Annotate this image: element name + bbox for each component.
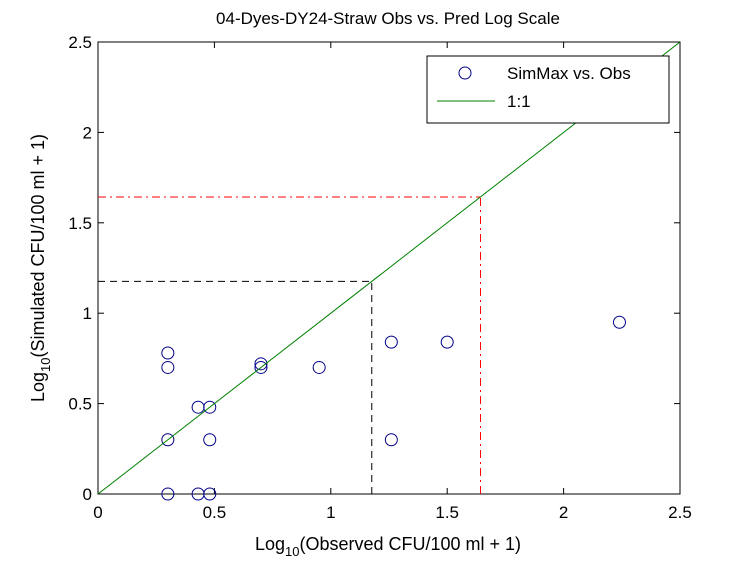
- x-tick-label: 1: [326, 503, 335, 522]
- y-axis-label: Log10(Simulated CFU/100 ml + 1): [28, 134, 53, 402]
- x-axis-label-suffix: (Observed CFU/100 ml + 1): [299, 534, 521, 554]
- data-point: [254, 357, 268, 371]
- data-point: [203, 400, 217, 414]
- data-point: [384, 335, 398, 349]
- x-tick-label: 2: [559, 503, 568, 522]
- x-tick-label: 0.5: [203, 503, 227, 522]
- data-point: [203, 433, 217, 447]
- chart-title: 04-Dyes-DY24-Straw Obs vs. Pred Log Scal…: [216, 9, 560, 28]
- y-tick-label: 2: [83, 123, 92, 142]
- data-point: [384, 433, 398, 447]
- data-point: [440, 335, 454, 349]
- x-axis-label-prefix: Log: [255, 534, 285, 554]
- data-point: [161, 360, 175, 374]
- x-tick-label: 0: [93, 503, 102, 522]
- legend-marker-circle: [458, 66, 472, 80]
- data-point: [254, 360, 268, 374]
- y-tick-label: 1.5: [68, 214, 92, 233]
- plot-area: 0 0.5 1 1.5 2 2.5 0 0.5 1 1.5 2 2.5 SimMax vs. Obs 1:…: [68, 33, 691, 522]
- y-tick-label: 0.5: [68, 395, 92, 414]
- x-axis-label-subscript: 10: [285, 544, 299, 559]
- data-point: [612, 315, 626, 329]
- data-point: [161, 346, 175, 360]
- legend-label: 1:1: [507, 92, 531, 111]
- x-axis-label: Log10(Observed CFU/100 ml + 1): [255, 534, 521, 559]
- y-axis-label-subscript: 10: [38, 358, 53, 372]
- y-axis-label-suffix: (Simulated CFU/100 ml + 1): [28, 134, 48, 358]
- data-point: [203, 487, 217, 501]
- data-point: [312, 360, 326, 374]
- y-axis-label-prefix: Log: [28, 372, 48, 402]
- legend-label: SimMax vs. Obs: [507, 64, 631, 83]
- y-tick-label: 1: [83, 304, 92, 323]
- x-tick-label: 1.5: [435, 503, 459, 522]
- legend: SimMax vs. Obs 1:1: [426, 55, 670, 124]
- y-tick-label: 2.5: [68, 33, 92, 52]
- data-point: [161, 433, 175, 447]
- data-point: [161, 487, 175, 501]
- x-tick-label: 2.5: [668, 503, 692, 522]
- y-tick-label: 0: [83, 485, 92, 504]
